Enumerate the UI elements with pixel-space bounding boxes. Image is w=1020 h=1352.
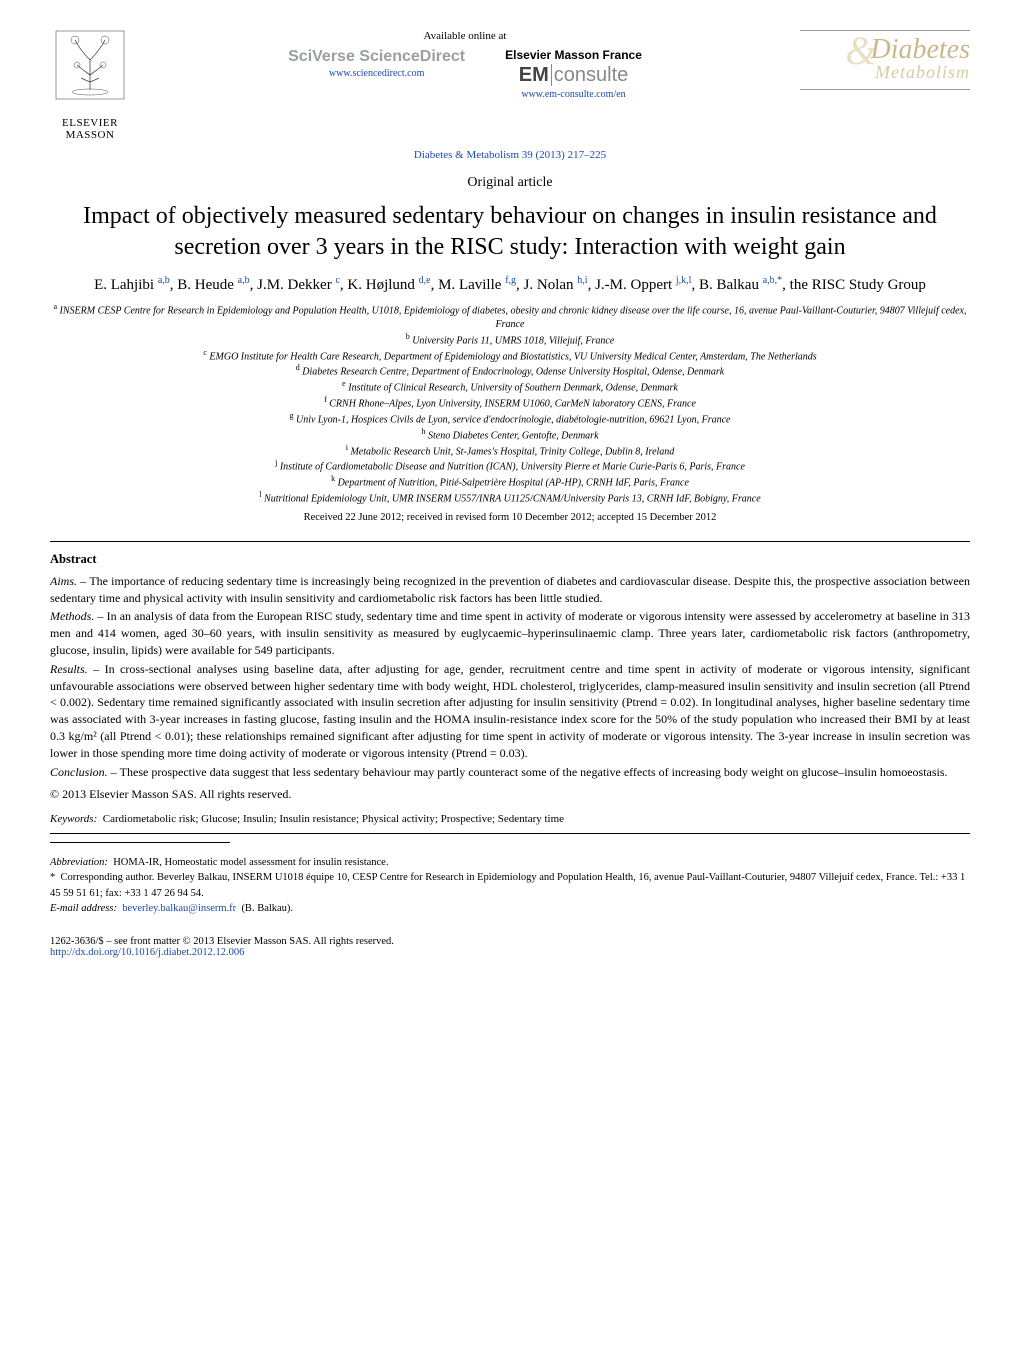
issn-line: 1262-3636/$ – see front matter © 2013 El… <box>50 936 970 947</box>
abbreviation-line: Abbreviation: HOMA-IR, Homeostatic model… <box>50 855 970 870</box>
abstract-conclusion: Conclusion. – These prospective data sug… <box>50 764 970 781</box>
keywords-line: Keywords: Cardiometabolic risk; Glucose;… <box>50 813 970 825</box>
article-dates: Received 22 June 2012; received in revis… <box>50 512 970 523</box>
corr-marker: * <box>50 872 55 883</box>
elsevier-masson-label: Elsevier Masson France <box>505 48 642 62</box>
abstract-heading: Abstract <box>50 552 970 567</box>
email-owner: (B. Balkau). <box>241 903 293 914</box>
article-title: Impact of objectively measured sedentary… <box>50 201 970 263</box>
keywords-label: Keywords: <box>50 813 97 825</box>
email-link[interactable]: beverley.balkau@inserm.fr <box>122 903 236 914</box>
results-label: Results. – <box>50 662 105 676</box>
sciencedirect-block: SciVerse ScienceDirect www.sciencedirect… <box>288 48 465 79</box>
email-label: E-mail address: <box>50 903 117 914</box>
conclusion-label: Conclusion. – <box>50 765 120 779</box>
footnote-rule <box>50 842 230 843</box>
keywords-text: Cardiometabolic risk; Glucose; Insulin; … <box>103 813 564 825</box>
emconsulte-url-link[interactable]: www.em-consulte.com/en <box>521 89 625 100</box>
abstract-results: Results. – In cross-sectional analyses u… <box>50 661 970 762</box>
emconsulte-block: Elsevier Masson France EMconsulte www.em… <box>505 48 642 100</box>
corresponding-author-line: * Corresponding author. Beverley Balkau,… <box>50 870 970 900</box>
email-line: E-mail address: beverley.balkau@inserm.f… <box>50 901 970 916</box>
rule-top <box>50 541 970 542</box>
copyright-line: © 2013 Elsevier Masson SAS. All rights r… <box>50 786 970 803</box>
abstract-section: Abstract Aims. – The importance of reduc… <box>50 552 970 803</box>
results-text: In cross-sectional analyses using baseli… <box>50 662 970 760</box>
publisher-logo: ELSEVIER MASSON <box>50 30 130 141</box>
header-banner: ELSEVIER MASSON Available online at SciV… <box>50 30 970 141</box>
aims-label: Aims. – <box>50 574 89 588</box>
available-online-label: Available online at <box>424 30 507 42</box>
emconsulte-logo-text: EMconsulte <box>519 64 629 87</box>
aims-text: The importance of reducing sedentary tim… <box>50 574 970 605</box>
em-prefix: EM <box>519 64 549 86</box>
rule-bottom <box>50 833 970 834</box>
abstract-aims: Aims. – The importance of reducing seden… <box>50 573 970 607</box>
conclusion-text: These prospective data suggest that less… <box>120 765 948 779</box>
footer-block: 1262-3636/$ – see front matter © 2013 El… <box>50 936 970 958</box>
journal-logo: & Diabetes Metabolism <box>800 30 970 90</box>
journal-name-diabetes: Diabetes <box>870 37 970 62</box>
publisher-name-bottom: MASSON <box>66 129 115 141</box>
banner-center: Available online at SciVerse ScienceDire… <box>150 30 780 100</box>
abstract-methods: Methods. – In an analysis of data from t… <box>50 608 970 658</box>
methods-label: Methods. – <box>50 609 107 623</box>
doi-link[interactable]: http://dx.doi.org/10.1016/j.diabet.2012.… <box>50 947 244 958</box>
corr-text: Corresponding author. Beverley Balkau, I… <box>50 872 965 898</box>
abbreviation-label: Abbreviation: <box>50 857 108 868</box>
authors-line: E. Lahjibi a,b, B. Heude a,b, J.M. Dekke… <box>50 275 970 294</box>
sciverse-logo-text: SciVerse ScienceDirect <box>288 48 465 66</box>
citation-line: Diabetes & Metabolism 39 (2013) 217–225 <box>50 149 970 161</box>
footnotes-block: Abbreviation: HOMA-IR, Homeostatic model… <box>50 855 970 916</box>
elsevier-tree-icon <box>55 30 125 115</box>
article-type-label: Original article <box>50 175 970 191</box>
sciencedirect-url-link[interactable]: www.sciencedirect.com <box>329 68 424 79</box>
journal-name-metabolism: Metabolism <box>870 62 970 83</box>
methods-text: In an analysis of data from the European… <box>50 609 970 657</box>
affiliations-block: a INSERM CESP Centre for Research in Epi… <box>50 302 970 505</box>
consulte-suffix: consulte <box>554 64 629 86</box>
publisher-name-top: ELSEVIER <box>62 117 118 129</box>
abbreviation-text: HOMA-IR, Homeostatic model assessment fo… <box>113 857 388 868</box>
